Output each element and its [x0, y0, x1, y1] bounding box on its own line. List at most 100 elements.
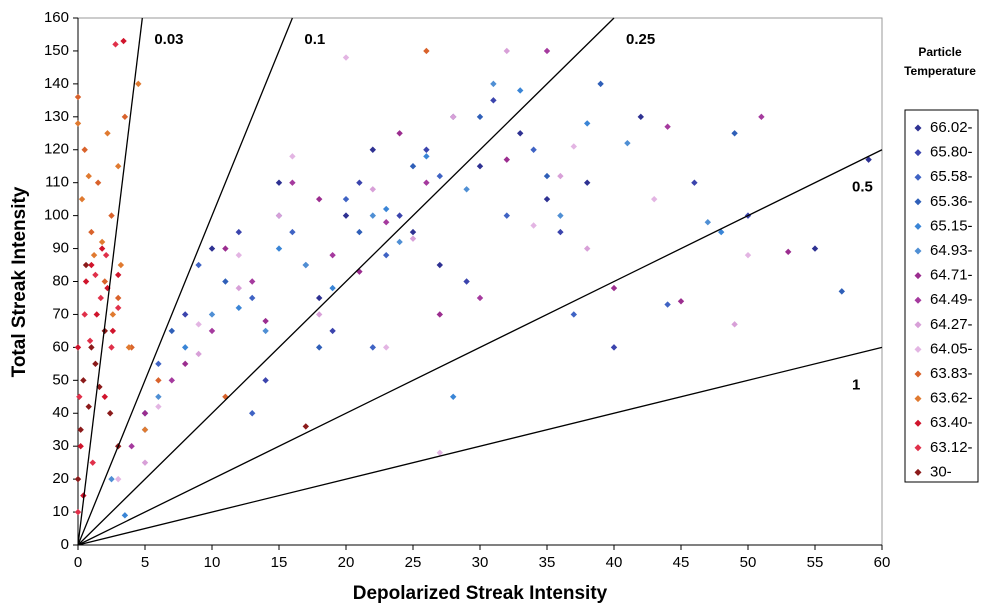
- data-point: [396, 130, 403, 137]
- data-point: [182, 344, 189, 351]
- ratio-line: [77, 17, 615, 546]
- x-tick-label: 45: [673, 554, 690, 571]
- legend-marker: [914, 370, 922, 378]
- data-point: [93, 311, 100, 318]
- legend-label: 63.62-: [930, 390, 973, 407]
- x-tick-label: 35: [539, 554, 556, 571]
- data-point: [450, 113, 457, 121]
- data-point: [85, 172, 92, 180]
- data-point: [463, 186, 470, 193]
- data-point: [74, 508, 82, 516]
- y-tick-label: 20: [52, 470, 69, 487]
- x-tick-label: 60: [874, 554, 891, 571]
- data-point: [383, 251, 390, 259]
- data-point: [490, 80, 497, 88]
- data-point: [117, 261, 125, 269]
- data-point: [208, 327, 216, 335]
- legend-box: [904, 109, 979, 483]
- data-point: [80, 492, 87, 499]
- data-point: [85, 403, 92, 410]
- data-point: [356, 179, 363, 186]
- data-point: [302, 261, 309, 269]
- data-point: [289, 153, 296, 160]
- data-point: [195, 350, 202, 358]
- y-tick-label: 80: [52, 272, 69, 289]
- data-point: [249, 294, 256, 302]
- data-point: [409, 228, 417, 236]
- data-point: [289, 179, 296, 186]
- data-point: [74, 120, 82, 127]
- legend-marker: [914, 247, 922, 255]
- data-point: [584, 179, 591, 186]
- y-tick-label: 60: [52, 338, 69, 355]
- data-point: [235, 284, 242, 292]
- data-point: [329, 251, 336, 259]
- data-point: [155, 360, 162, 368]
- data-point: [222, 245, 229, 252]
- data-point: [383, 205, 390, 213]
- data-point: [570, 311, 577, 318]
- data-point: [463, 278, 470, 285]
- data-point: [115, 475, 122, 483]
- x-tick-label: 55: [807, 554, 824, 571]
- data-point: [316, 344, 323, 351]
- data-point: [342, 54, 350, 61]
- data-point: [106, 410, 114, 417]
- data-point: [108, 344, 115, 351]
- data-point: [530, 146, 537, 153]
- legend-marker: [914, 444, 922, 452]
- legend-marker: [914, 395, 922, 403]
- data-point: [503, 212, 510, 219]
- legend-marker: [914, 222, 922, 230]
- data-point: [115, 271, 122, 279]
- data-point: [530, 222, 537, 229]
- data-point: [718, 228, 725, 236]
- data-point: [115, 294, 122, 302]
- data-point: [141, 410, 149, 417]
- data-point: [155, 377, 162, 384]
- y-tick-label: 100: [44, 207, 69, 224]
- data-point: [369, 212, 376, 219]
- data-point: [97, 294, 104, 302]
- data-point: [235, 251, 242, 259]
- ratio-line: [77, 17, 294, 546]
- legend-label: 64.05-: [930, 340, 973, 357]
- x-axis-title: Depolarized Streak Intensity: [353, 583, 608, 604]
- data-point: [731, 321, 738, 328]
- data-point: [517, 130, 524, 137]
- data-point: [74, 475, 82, 483]
- data-point: [101, 327, 108, 335]
- data-point: [436, 261, 443, 269]
- legend-label: 64.71-: [930, 267, 973, 284]
- data-point: [423, 47, 430, 55]
- data-point: [141, 459, 149, 466]
- legend-marker: [914, 272, 922, 280]
- legend-label: 65.15-: [930, 217, 973, 234]
- data-point: [785, 248, 792, 256]
- y-tick-label: 120: [44, 141, 69, 158]
- data-point: [383, 219, 390, 226]
- data-point: [74, 344, 82, 351]
- data-point: [182, 311, 189, 318]
- data-point: [109, 311, 117, 318]
- data-point: [503, 156, 510, 163]
- data-point: [108, 212, 115, 219]
- legend-label: 63.12-: [930, 439, 973, 456]
- data-point: [275, 212, 283, 219]
- ratio-label: 0.25: [626, 31, 655, 48]
- data-point: [369, 186, 376, 193]
- data-point: [86, 337, 94, 344]
- data-point: [155, 403, 162, 410]
- data-point: [235, 304, 242, 312]
- data-point: [168, 327, 175, 335]
- ratio-label: 0.03: [154, 31, 183, 48]
- legend-marker: [914, 468, 922, 476]
- data-point: [637, 113, 644, 121]
- x-tick-label: 5: [141, 554, 149, 571]
- legend-marker: [914, 173, 922, 181]
- y-tick-label: 0: [61, 536, 69, 553]
- y-tick-label: 150: [44, 42, 69, 59]
- data-point: [610, 344, 618, 351]
- data-point: [289, 228, 296, 236]
- data-point: [503, 47, 510, 55]
